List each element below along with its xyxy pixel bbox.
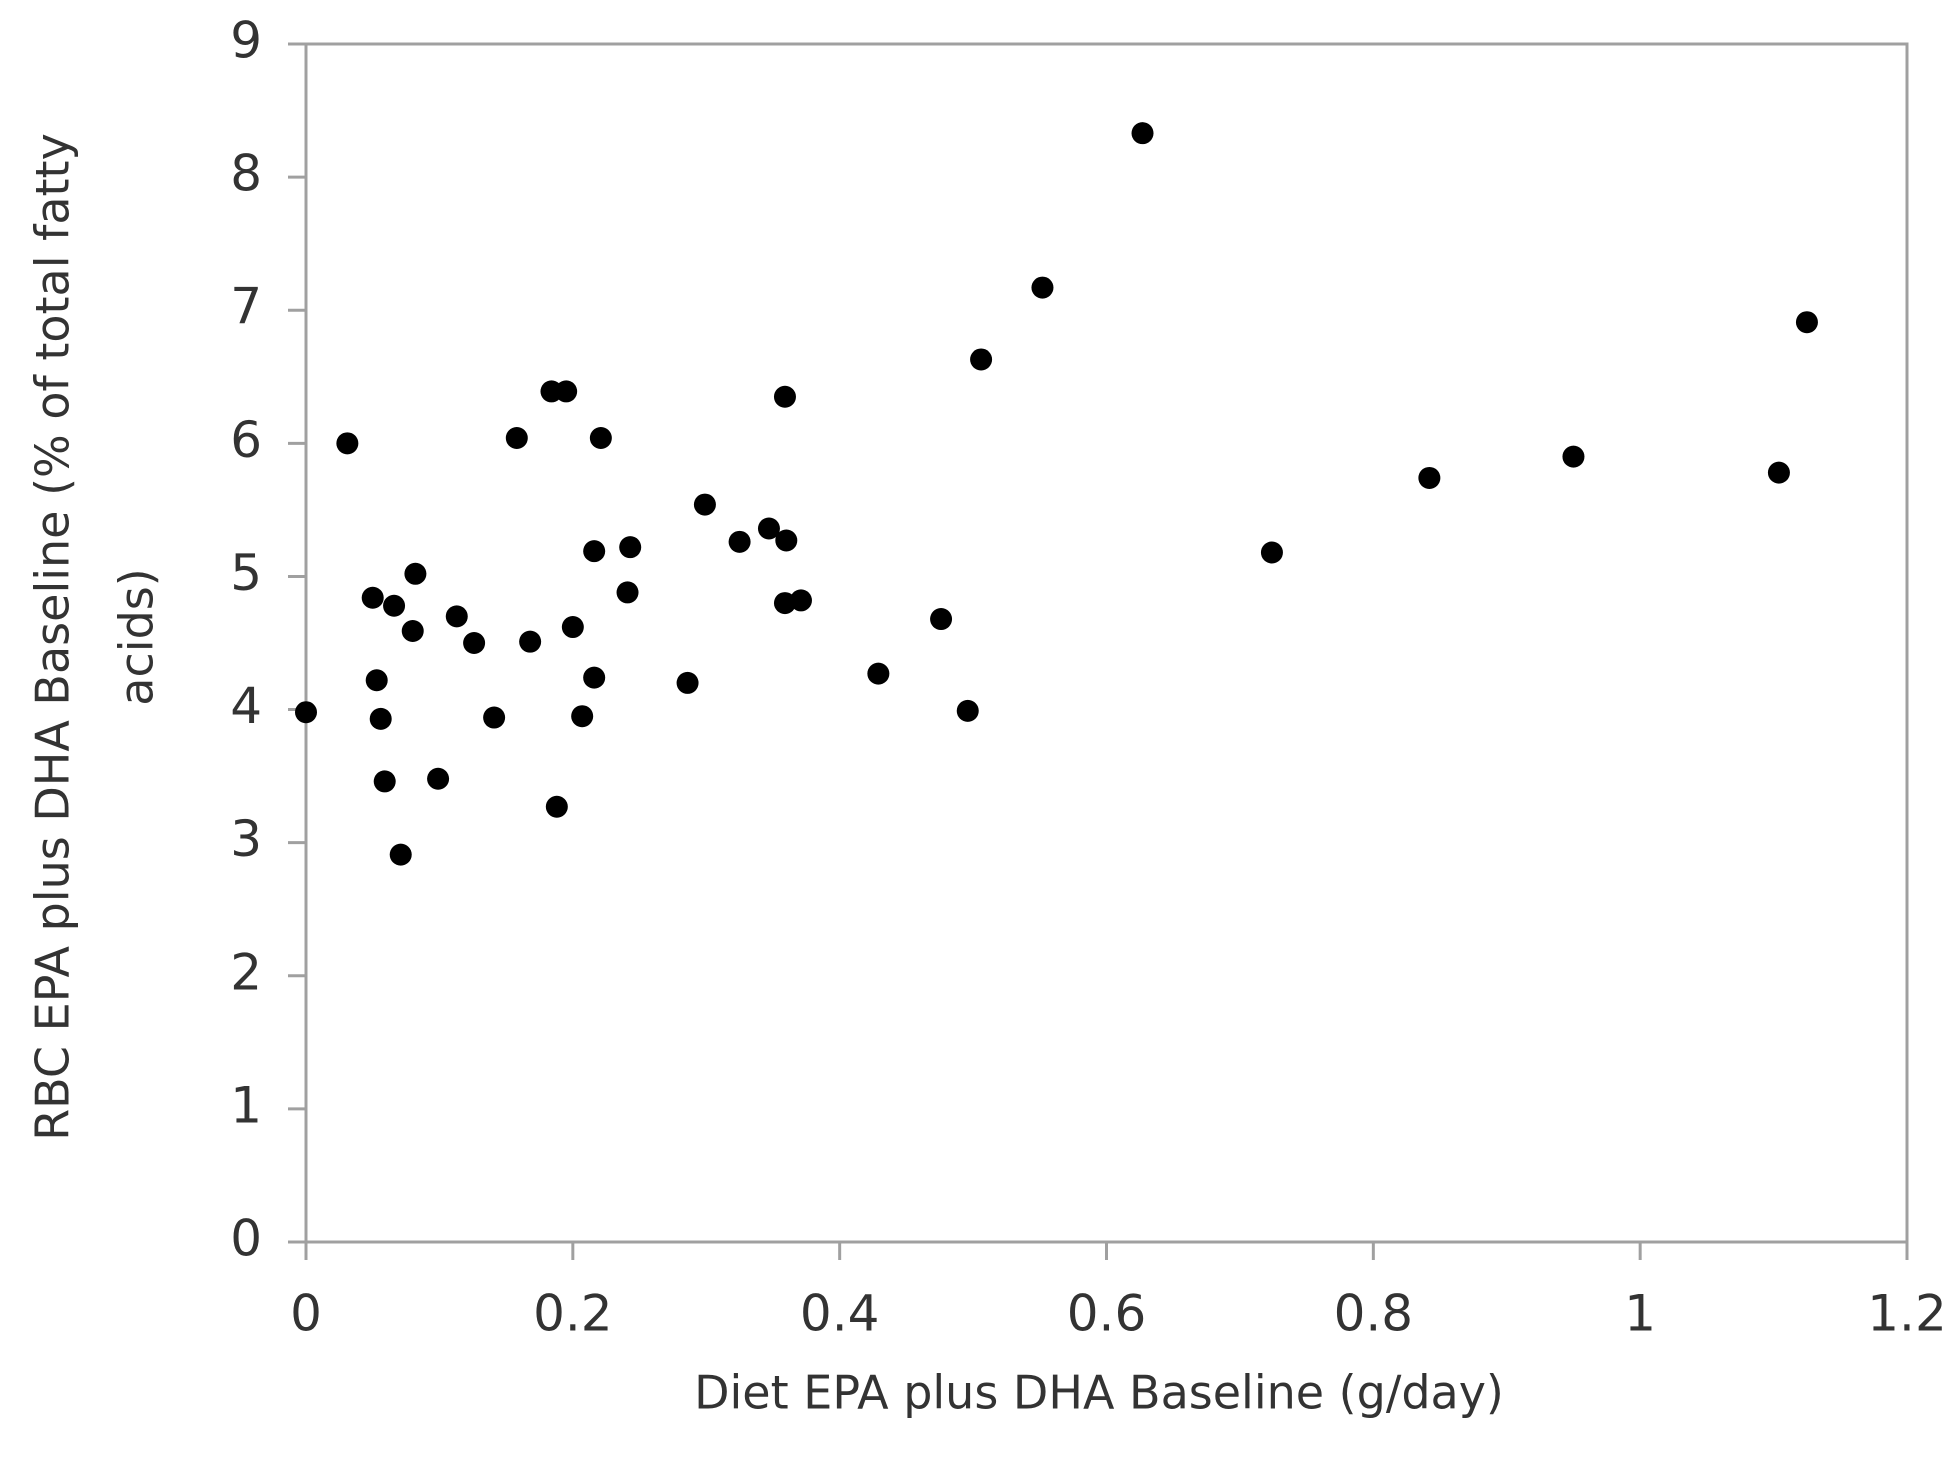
point xyxy=(1767,461,1790,484)
point xyxy=(404,562,427,585)
point xyxy=(773,385,796,408)
point xyxy=(930,608,953,631)
y-tick-label: 5 xyxy=(230,544,262,602)
y-tick-label: 0 xyxy=(230,1210,262,1268)
y-tick-label: 1 xyxy=(230,1076,262,1134)
point xyxy=(1795,311,1818,334)
y-axis-title: RBC EPA plus DHA Baseline (% of total fa… xyxy=(26,133,80,1141)
point xyxy=(970,348,993,371)
y-tick-label: 2 xyxy=(230,943,262,1001)
x-axis-title: Diet EPA plus DHA Baseline (g/day) xyxy=(694,1366,1504,1420)
point xyxy=(583,666,606,689)
point xyxy=(373,770,396,793)
point xyxy=(483,706,506,729)
point xyxy=(336,432,359,455)
point xyxy=(463,632,486,654)
point xyxy=(1562,445,1585,468)
y-axis-title: acids) xyxy=(110,568,164,705)
y-tick-label: 6 xyxy=(230,411,262,469)
point xyxy=(1260,541,1283,564)
point xyxy=(757,517,780,540)
y-tick-label: 4 xyxy=(230,677,262,735)
point xyxy=(427,767,450,790)
point xyxy=(619,536,642,559)
point xyxy=(401,620,424,643)
point xyxy=(775,529,798,552)
point xyxy=(1031,276,1054,299)
y-tick-label: 9 xyxy=(230,12,262,70)
point xyxy=(365,669,388,692)
point xyxy=(589,427,612,450)
point xyxy=(789,589,812,612)
point xyxy=(361,586,384,609)
point xyxy=(956,699,979,722)
point xyxy=(616,581,639,604)
x-tick-label: 1 xyxy=(1624,1285,1656,1343)
point xyxy=(545,795,568,818)
point xyxy=(519,630,542,653)
point xyxy=(555,380,578,403)
y-tick-label: 8 xyxy=(230,145,262,203)
x-tick-label: 0.6 xyxy=(1067,1285,1147,1343)
point xyxy=(1131,122,1154,145)
x-tick-label: 1.2 xyxy=(1867,1285,1947,1343)
point xyxy=(676,671,699,694)
x-tick-label: 0 xyxy=(290,1285,322,1343)
point xyxy=(571,705,594,728)
point xyxy=(383,594,406,617)
point xyxy=(445,605,468,628)
point xyxy=(389,843,412,866)
point xyxy=(583,540,606,563)
point xyxy=(561,616,584,639)
x-tick-label: 0.4 xyxy=(800,1285,880,1343)
plot-frame xyxy=(304,42,1909,1244)
point xyxy=(867,662,890,685)
x-tick-label: 0.2 xyxy=(533,1285,613,1343)
y-tick-label: 3 xyxy=(230,810,262,868)
point xyxy=(295,701,317,724)
point xyxy=(505,427,528,450)
point xyxy=(369,707,392,730)
point xyxy=(1418,466,1441,489)
y-tick-label: 7 xyxy=(230,278,262,336)
point xyxy=(728,530,751,553)
point xyxy=(693,493,716,516)
x-tick-label: 0.8 xyxy=(1334,1285,1414,1343)
